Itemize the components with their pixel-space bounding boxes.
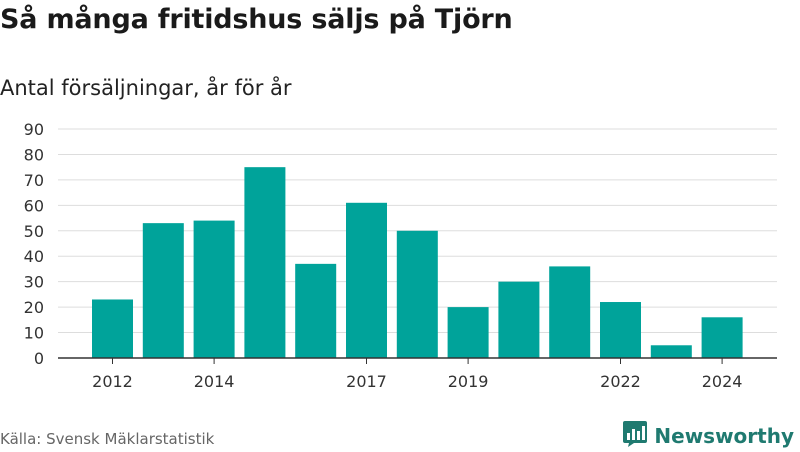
bar xyxy=(295,263,337,358)
brand-logo[interactable]: Newsworthy xyxy=(622,420,794,452)
y-tick-label: 90 xyxy=(24,120,44,139)
y-tick-label: 0 xyxy=(34,349,44,368)
y-tick-label: 60 xyxy=(24,196,44,215)
bar xyxy=(244,167,286,358)
bar-chart: 0 10 20 30 40 50 60 70 80 90 2012 2014 2017 2019 2022 2… xyxy=(24,120,777,391)
bar xyxy=(447,307,489,358)
bar xyxy=(650,345,692,358)
bar xyxy=(142,223,184,358)
y-tick-label: 40 xyxy=(24,247,44,266)
bar xyxy=(193,220,235,358)
x-tick-label: 2012 xyxy=(92,372,133,391)
brand-name: Newsworthy xyxy=(654,424,794,448)
y-tick-label: 20 xyxy=(24,298,44,317)
bar xyxy=(549,266,591,358)
bar xyxy=(701,317,743,358)
x-tick-label: 2022 xyxy=(600,372,641,391)
bar-chart-logo-icon xyxy=(622,420,648,452)
y-tick-label: 80 xyxy=(24,145,44,164)
bar xyxy=(346,202,387,358)
bar xyxy=(396,230,438,358)
x-tick-label: 2019 xyxy=(448,372,489,391)
bar xyxy=(92,299,133,358)
source-note: Källa: Svensk Mäklarstatistik xyxy=(0,430,215,448)
x-tick-label: 2017 xyxy=(346,372,387,391)
bar xyxy=(498,281,540,358)
bar xyxy=(600,302,641,358)
chart-subtitle: Antal försäljningar, år för år xyxy=(0,76,292,100)
y-tick-label: 10 xyxy=(24,324,44,343)
x-tick-label: 2014 xyxy=(194,372,235,391)
y-tick-label: 50 xyxy=(24,222,44,241)
y-tick-label: 70 xyxy=(24,171,44,190)
y-tick-label: 30 xyxy=(24,273,44,292)
chart-title: Så många fritidshus säljs på Tjörn xyxy=(0,4,513,35)
x-tick-label: 2024 xyxy=(702,372,743,391)
